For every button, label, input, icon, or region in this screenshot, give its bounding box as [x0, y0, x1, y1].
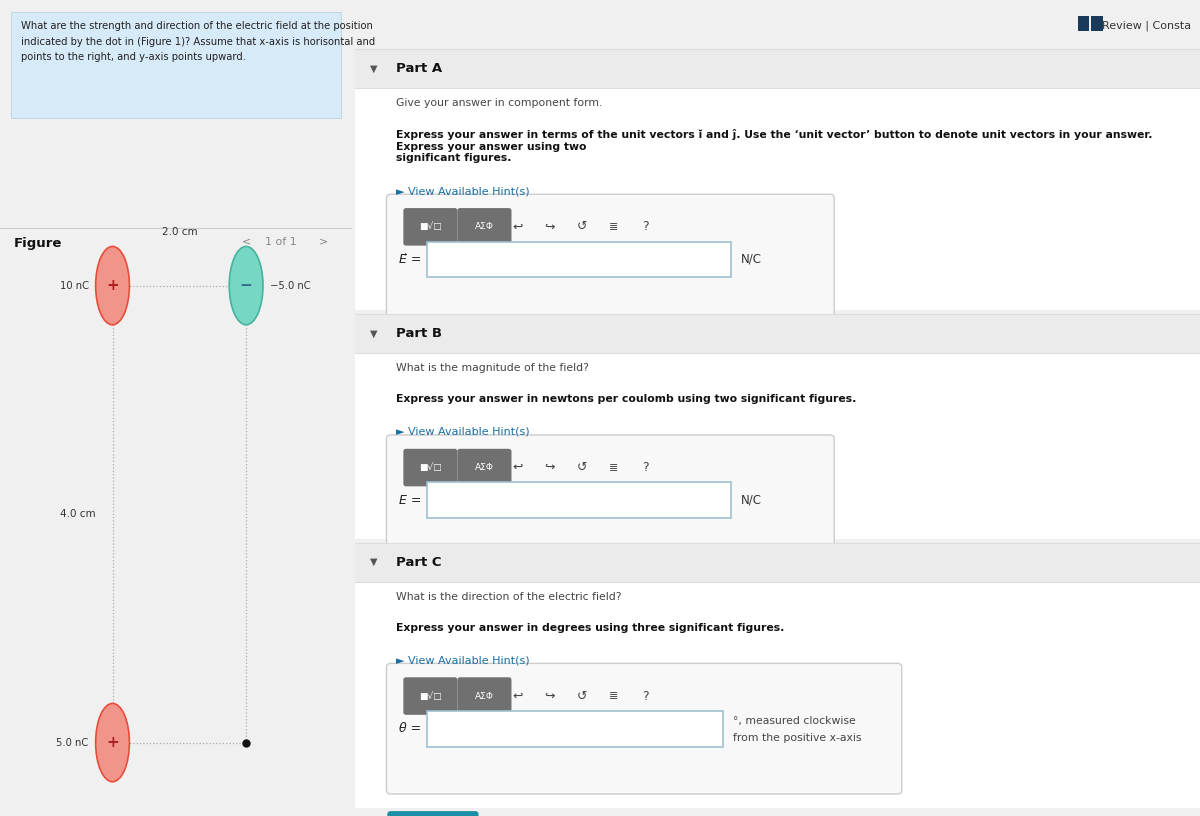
Circle shape	[229, 246, 263, 325]
Text: What is the magnitude of the field?: What is the magnitude of the field?	[396, 363, 589, 373]
Circle shape	[96, 246, 130, 325]
Text: +: +	[106, 735, 119, 750]
Text: θ =: θ =	[400, 722, 421, 735]
Text: significant figures.: significant figures.	[396, 153, 511, 163]
FancyBboxPatch shape	[355, 543, 1200, 808]
Text: E =: E =	[400, 494, 421, 507]
Text: ↩: ↩	[512, 461, 523, 474]
Text: ?: ?	[642, 220, 649, 233]
Text: Part B: Part B	[396, 327, 442, 340]
FancyBboxPatch shape	[11, 12, 341, 118]
Text: 4.0 cm: 4.0 cm	[60, 509, 95, 519]
FancyBboxPatch shape	[427, 482, 731, 518]
FancyBboxPatch shape	[457, 208, 511, 246]
Text: ?: ?	[642, 690, 649, 703]
FancyBboxPatch shape	[1091, 16, 1103, 31]
Text: 2.0 cm: 2.0 cm	[162, 227, 197, 237]
Text: ↪: ↪	[545, 220, 554, 233]
Text: ↪: ↪	[545, 461, 554, 474]
Text: ▼: ▼	[370, 557, 378, 567]
Text: −: −	[240, 278, 252, 293]
FancyBboxPatch shape	[386, 435, 834, 565]
Text: points to the right, and y-axis points upward.: points to the right, and y-axis points u…	[22, 52, 246, 62]
Text: ► View Available Hint(s): ► View Available Hint(s)	[396, 427, 529, 437]
Text: E⃗ =: E⃗ =	[400, 253, 421, 266]
FancyBboxPatch shape	[355, 49, 1200, 310]
Text: Submit: Submit	[409, 595, 456, 608]
Text: ■√□: ■√□	[419, 691, 442, 701]
Text: Part A: Part A	[396, 62, 442, 75]
Text: Review | Consta: Review | Consta	[1103, 20, 1192, 31]
FancyBboxPatch shape	[388, 583, 479, 620]
Text: AΣΦ: AΣΦ	[475, 691, 494, 701]
Text: ↺: ↺	[576, 461, 587, 474]
Text: °, measured clockwise: °, measured clockwise	[733, 716, 856, 725]
FancyBboxPatch shape	[403, 677, 457, 715]
Text: indicated by the dot in (Figure 1)? Assume that x-axis is horisontal and: indicated by the dot in (Figure 1)? Assu…	[22, 37, 376, 47]
Text: AΣΦ: AΣΦ	[475, 222, 494, 232]
Text: Express your answer in terms of the unit vectors ĭ and ĵ. Use the ‘unit vector’ : Express your answer in terms of the unit…	[396, 129, 1152, 152]
Text: ↺: ↺	[576, 220, 587, 233]
Text: ► View Available Hint(s): ► View Available Hint(s)	[396, 186, 529, 196]
Text: ▼: ▼	[370, 64, 378, 73]
Text: >: >	[319, 237, 328, 246]
Text: Figure: Figure	[14, 237, 62, 250]
Text: Part C: Part C	[396, 556, 442, 569]
Text: ↺: ↺	[576, 690, 587, 703]
Text: ≣: ≣	[610, 691, 618, 701]
FancyBboxPatch shape	[427, 242, 731, 277]
Text: N/C: N/C	[742, 494, 762, 507]
Text: What are the strength and direction of the electric field at the position: What are the strength and direction of t…	[22, 21, 373, 31]
FancyBboxPatch shape	[355, 49, 1200, 88]
FancyBboxPatch shape	[388, 342, 479, 379]
Text: +: +	[106, 278, 119, 293]
Text: ► View Available Hint(s): ► View Available Hint(s)	[396, 655, 529, 665]
Text: from the positive x-axis: from the positive x-axis	[733, 734, 862, 743]
Text: Express your answer in degrees using three significant figures.: Express your answer in degrees using thr…	[396, 623, 784, 632]
Text: 5.0 nC: 5.0 nC	[56, 738, 89, 747]
Text: Give your answer in component form.: Give your answer in component form.	[396, 98, 602, 108]
Text: ↩: ↩	[512, 220, 523, 233]
Text: ≣: ≣	[610, 463, 618, 472]
Text: ▼: ▼	[370, 329, 378, 339]
Text: Express your answer in newtons per coulomb using two significant figures.: Express your answer in newtons per coulo…	[396, 394, 856, 404]
FancyBboxPatch shape	[457, 449, 511, 486]
FancyBboxPatch shape	[427, 711, 722, 747]
FancyBboxPatch shape	[386, 663, 901, 794]
Text: ↩: ↩	[512, 690, 523, 703]
FancyBboxPatch shape	[355, 314, 1200, 353]
Text: 10 nC: 10 nC	[60, 281, 89, 290]
Text: What is the direction of the electric field?: What is the direction of the electric fi…	[396, 592, 622, 601]
FancyBboxPatch shape	[355, 543, 1200, 582]
FancyBboxPatch shape	[403, 449, 457, 486]
Text: <: <	[241, 237, 251, 246]
Text: Submit: Submit	[409, 354, 456, 367]
Text: ?: ?	[642, 461, 649, 474]
Text: ■√□: ■√□	[419, 222, 442, 232]
Text: N/C: N/C	[742, 253, 762, 266]
FancyBboxPatch shape	[403, 208, 457, 246]
FancyBboxPatch shape	[386, 194, 834, 325]
Text: AΣΦ: AΣΦ	[475, 463, 494, 472]
Circle shape	[96, 703, 130, 782]
Text: ■√□: ■√□	[419, 463, 442, 472]
FancyBboxPatch shape	[1078, 16, 1090, 31]
Text: ↪: ↪	[545, 690, 554, 703]
FancyBboxPatch shape	[457, 677, 511, 715]
Text: 1 of 1: 1 of 1	[265, 237, 298, 246]
FancyBboxPatch shape	[388, 811, 479, 816]
FancyBboxPatch shape	[355, 314, 1200, 539]
Text: ≣: ≣	[610, 222, 618, 232]
Text: −5.0 nC: −5.0 nC	[270, 281, 311, 290]
